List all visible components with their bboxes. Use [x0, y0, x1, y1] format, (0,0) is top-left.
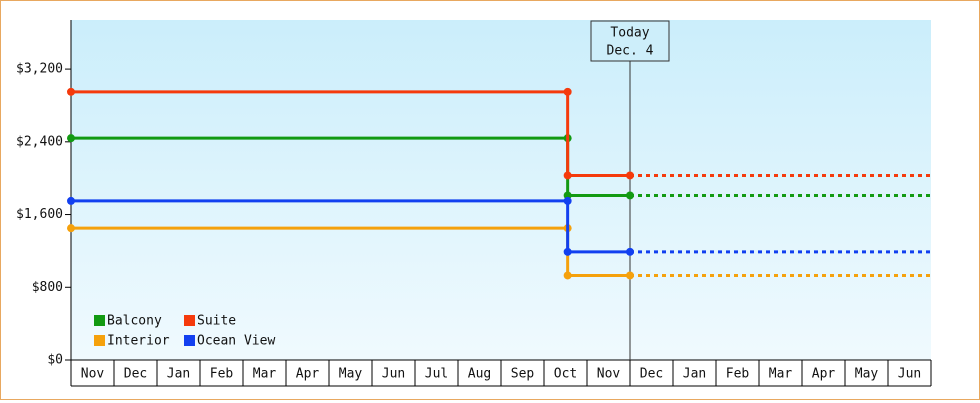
- legend-swatch: [184, 315, 195, 326]
- today-date: Dec. 4: [607, 44, 654, 59]
- x-tick-label: Apr: [296, 367, 320, 382]
- x-tick-label: May: [339, 367, 363, 382]
- x-tick-label: Mar: [253, 367, 277, 382]
- x-tick-label: Nov: [597, 367, 621, 382]
- point: [563, 247, 572, 256]
- point: [67, 224, 75, 233]
- x-tick-label: Jun: [382, 367, 405, 382]
- legend-swatch: [184, 335, 195, 346]
- point: [626, 191, 634, 200]
- point: [67, 196, 75, 205]
- point: [67, 134, 75, 143]
- x-tick-label: Jan: [167, 367, 190, 382]
- point: [563, 196, 572, 205]
- x-tick-label: Sep: [511, 367, 535, 382]
- legend-label: Balcony: [107, 314, 162, 329]
- x-tick-label: Dec: [640, 367, 663, 382]
- point: [563, 271, 572, 280]
- plot-area: [71, 20, 931, 360]
- point: [626, 271, 634, 280]
- x-tick-label: Aug: [468, 367, 491, 382]
- y-tick-label: $800: [32, 280, 63, 295]
- x-tick-label: Mar: [769, 367, 793, 382]
- today-label: Today: [610, 26, 649, 41]
- y-tick-label: $2,400: [16, 134, 63, 149]
- x-tick-label: Oct: [554, 367, 577, 382]
- x-tick-label: Apr: [812, 367, 836, 382]
- y-tick-label: $1,600: [16, 207, 63, 222]
- series-line: [71, 90, 630, 177]
- x-tick-label: Jan: [683, 367, 706, 382]
- legend-label: Interior: [107, 334, 170, 349]
- y-tick-label: $3,200: [16, 62, 63, 77]
- point: [626, 171, 634, 180]
- legend-label: Suite: [197, 314, 236, 329]
- point: [67, 87, 75, 96]
- y-tick-label: $0: [47, 353, 63, 368]
- x-tick-label: Jun: [898, 367, 921, 382]
- today-box: [590, 20, 670, 62]
- x-tick-label: May: [855, 367, 879, 382]
- x-tick-label: Feb: [726, 367, 750, 382]
- legend-swatch: [94, 335, 105, 346]
- x-tick-label: Nov: [81, 367, 105, 382]
- x-tick-label: Dec: [124, 367, 147, 382]
- legend-swatch: [94, 315, 105, 326]
- point: [626, 247, 634, 256]
- x-tick-label: Jul: [425, 367, 448, 382]
- series-line: [71, 199, 630, 254]
- point: [563, 87, 572, 96]
- x-tick-label: Feb: [210, 367, 234, 382]
- point: [563, 171, 572, 180]
- legend-label: Ocean View: [197, 334, 275, 349]
